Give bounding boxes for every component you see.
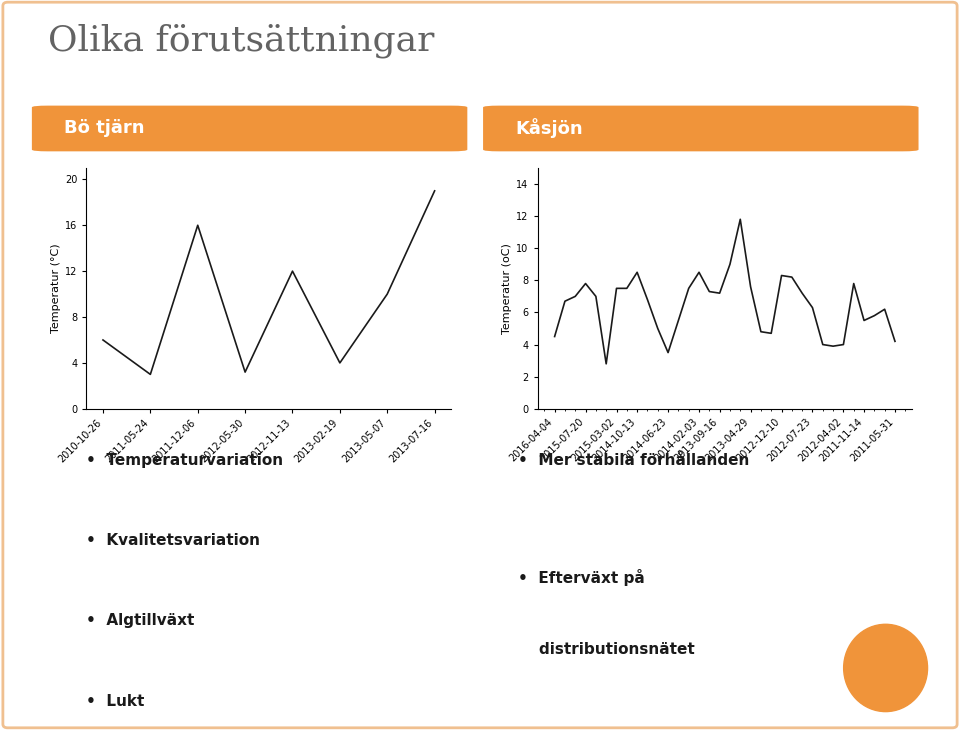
Text: •  Lukt: • Lukt: [86, 694, 145, 709]
Text: •  Mer stabila förhållanden: • Mer stabila förhållanden: [518, 453, 750, 468]
FancyBboxPatch shape: [483, 106, 919, 151]
Circle shape: [844, 624, 927, 712]
Y-axis label: Temperatur (°C): Temperatur (°C): [51, 244, 60, 333]
Text: distributionsnätet: distributionsnätet: [518, 642, 695, 658]
Text: •  Efterväxt på: • Efterväxt på: [518, 569, 645, 586]
Text: Kåsjön: Kåsjön: [516, 118, 583, 139]
Y-axis label: Temperatur (oC): Temperatur (oC): [502, 243, 512, 334]
Text: •  Kvalitetsvariation: • Kvalitetsvariation: [86, 533, 260, 548]
Text: •  Temperaturvariation: • Temperaturvariation: [86, 453, 283, 468]
Text: Olika förutsättningar: Olika förutsättningar: [48, 24, 434, 58]
Text: •  Algtillväxt: • Algtillväxt: [86, 613, 195, 629]
FancyBboxPatch shape: [32, 106, 468, 151]
Text: Bö tjärn: Bö tjärn: [64, 120, 145, 137]
